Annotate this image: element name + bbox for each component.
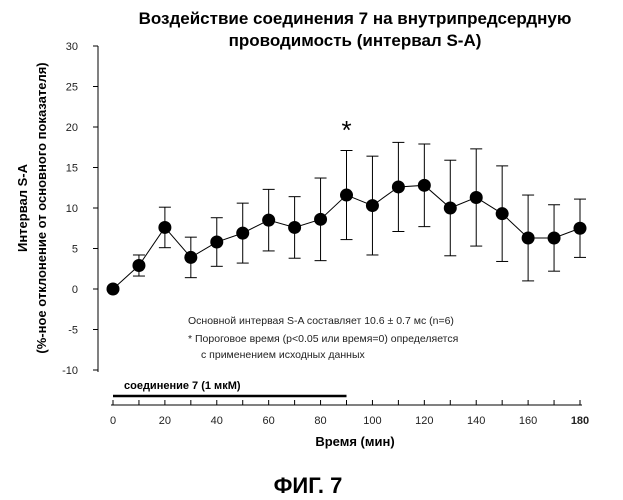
data-point	[521, 231, 535, 245]
x-tick-label: 0	[110, 415, 116, 427]
note-line-1: Основной интервая S-A составляет 10.6 ± …	[188, 315, 454, 327]
data-point	[106, 282, 120, 296]
significance-asterisk: *	[341, 115, 351, 145]
data-point	[314, 212, 328, 226]
x-tick-label: 100	[363, 415, 381, 427]
x-axis: 0 20 40 60 80 100 120 140 160 180	[110, 400, 589, 427]
x-tick-label: 180	[571, 415, 589, 427]
y-tick-label: 10	[66, 203, 78, 215]
x-tick-group: 0 20 40 60 80 100 120 140 160 180	[110, 400, 589, 427]
data-point	[340, 188, 353, 202]
data-point	[573, 221, 587, 235]
data-point	[210, 235, 224, 249]
data-point	[184, 250, 198, 264]
x-tick-label: 140	[467, 415, 485, 427]
data-point	[236, 226, 250, 240]
data-point	[547, 231, 561, 245]
x-tick-label: 20	[159, 415, 171, 427]
data-point	[132, 259, 146, 273]
treatment-bar: соединение 7 (1 мкМ)	[113, 380, 347, 398]
y-tick-label: -10	[62, 365, 78, 377]
data-point	[417, 178, 431, 192]
y-axis-title-line-1: Интервал S-A	[15, 163, 30, 252]
y-tick-group: -10 -5 0 5 10 15 20 25 30	[62, 41, 98, 377]
data-point	[158, 220, 172, 234]
x-tick-label: 120	[415, 415, 433, 427]
data-point	[495, 207, 509, 221]
data-point	[262, 213, 276, 227]
chart-title-line-2: проводимость (интервал S-A)	[229, 31, 482, 50]
chart-title-line-1: Воздействие соединения 7 на внутрипредсе…	[139, 9, 572, 28]
y-tick-label: 0	[72, 284, 78, 296]
data-point	[443, 201, 457, 215]
y-tick-label: 30	[66, 41, 78, 53]
treatment-label: соединение 7 (1 мкМ)	[124, 380, 241, 392]
data-point	[391, 180, 405, 194]
y-tick-label: 20	[66, 122, 78, 134]
x-tick-label: 40	[211, 415, 223, 427]
note-line-3: с применением исходных данных	[201, 349, 365, 361]
data-point	[288, 220, 302, 234]
x-tick-label: 80	[314, 415, 326, 427]
note-line-2: * Пороговое время (p<0.05 или время=0) о…	[188, 333, 458, 345]
y-tick-label: 15	[66, 163, 78, 175]
y-axis-title-line-2: (%-ное отклонение от основного показател…	[34, 62, 49, 353]
x-tick-label: 60	[263, 415, 275, 427]
data-series	[106, 141, 587, 296]
y-tick-label: 25	[66, 82, 78, 94]
x-axis-title: Время (мин)	[315, 434, 394, 449]
figure-label: ФИГ. 7	[274, 473, 343, 498]
y-tick-label: 5	[72, 244, 78, 256]
y-axis: -10 -5 0 5 10 15 20 25 30	[62, 41, 99, 377]
x-tick-label: 160	[519, 415, 537, 427]
y-tick-label: -5	[68, 325, 78, 337]
data-point	[365, 199, 379, 213]
data-point	[469, 190, 483, 204]
